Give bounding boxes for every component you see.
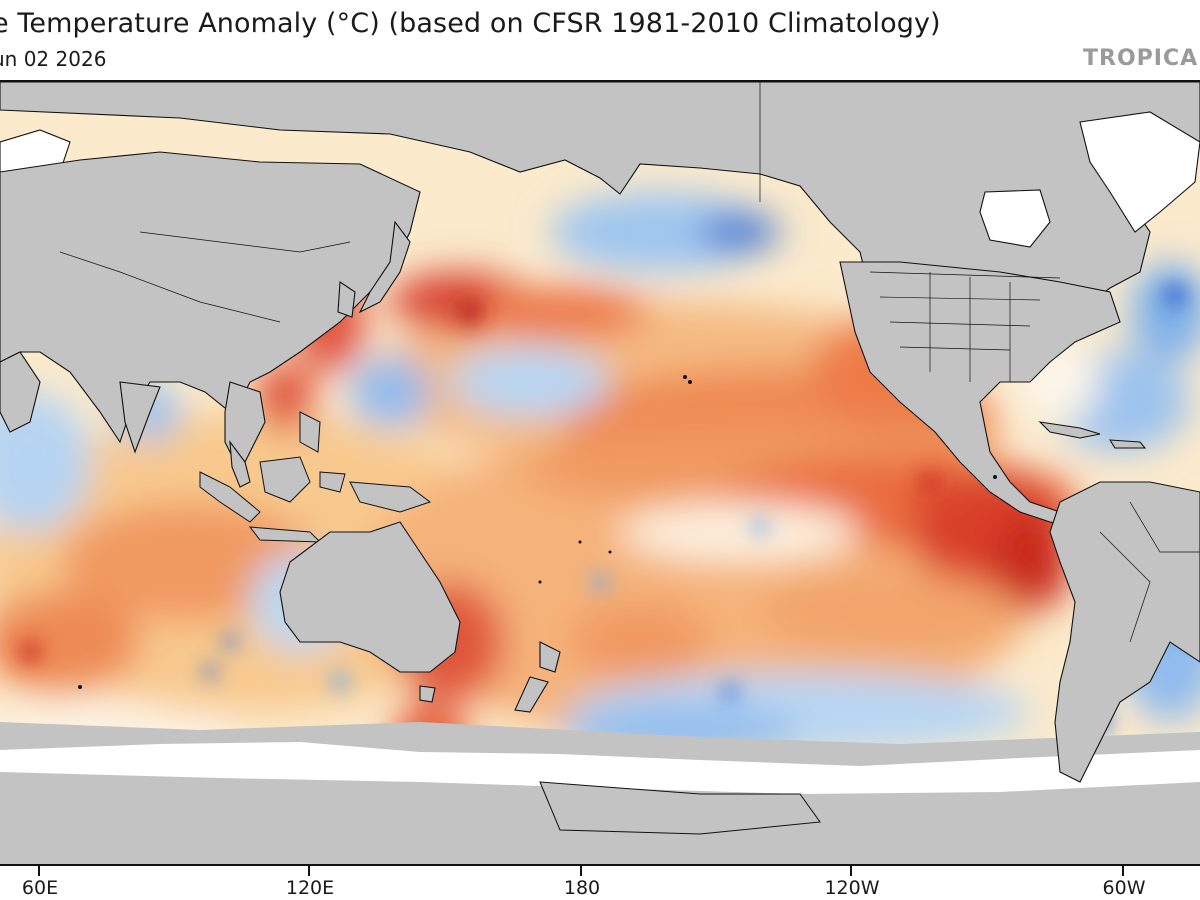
- sst-anomaly-map: [0, 80, 1200, 866]
- tick-label-120w: 120W: [824, 877, 880, 899]
- antarctica: [0, 722, 1200, 864]
- tick-label-60e: 60E: [21, 877, 59, 899]
- tick-label-180: 180: [563, 877, 601, 899]
- tick-label-60w: 60W: [1102, 877, 1146, 899]
- tick-mark-120w: [850, 866, 852, 876]
- tick-mark-60e: [38, 866, 40, 876]
- south-america: [1049, 481, 1200, 783]
- tick-mark-60w: [1122, 866, 1124, 876]
- map-canvas: [0, 82, 1200, 864]
- tick-label-120e: 120E: [285, 877, 335, 899]
- maritime-continent: [199, 411, 432, 543]
- borders: [59, 82, 1200, 643]
- brand-watermark: TROPICA: [1083, 46, 1199, 71]
- eurasia: [0, 151, 421, 488]
- tick-mark-180: [580, 866, 582, 876]
- pacific-islands: [78, 375, 997, 689]
- north-america: [839, 261, 1147, 528]
- valid-date: un 02 2026: [0, 47, 107, 71]
- map-title: e Temperature Anomaly (°C) (based on CFS…: [0, 8, 941, 39]
- tick-mark-120e: [308, 866, 310, 876]
- australia: [279, 521, 561, 713]
- south-asia-africa: [0, 351, 161, 454]
